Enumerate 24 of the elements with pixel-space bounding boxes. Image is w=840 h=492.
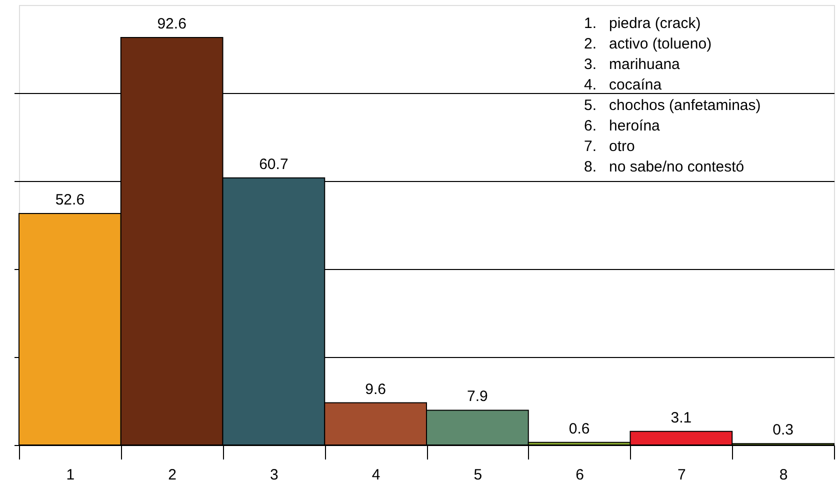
data-label: 0.6 — [568, 420, 590, 438]
x-tick-label: 5 — [474, 466, 482, 484]
x-tick-label: 8 — [779, 466, 788, 484]
annotation: 4. cocaína — [584, 76, 662, 94]
annotation: 1. piedra (crack) — [584, 15, 701, 32]
data-label: 7.9 — [467, 388, 488, 406]
x-tick-label: 2 — [168, 466, 176, 484]
data-label: 52.6 — [55, 192, 85, 209]
x-tick-label: 4 — [372, 466, 380, 484]
annotation: 5. chochos (anfetaminas) — [584, 97, 761, 114]
annotation: 3. marihuana — [584, 56, 681, 73]
data-label: 3.1 — [670, 409, 692, 426]
annotation: 2. activo (tolueno) — [584, 36, 712, 52]
annotation: 8. no sabe/no contestó — [584, 158, 744, 176]
annotation: 6. heroína — [584, 118, 661, 134]
annotation: 7. otro — [584, 138, 635, 155]
data-label: 9.6 — [365, 380, 386, 398]
x-tick-label: 7 — [678, 466, 686, 484]
x-tick-label: 1 — [66, 466, 75, 484]
x-tick-label: 6 — [576, 466, 584, 484]
x-tick-label: 3 — [270, 466, 278, 484]
data-label: 0.3 — [772, 422, 794, 439]
data-label: 92.6 — [157, 16, 186, 33]
data-label: 60.7 — [259, 156, 288, 173]
